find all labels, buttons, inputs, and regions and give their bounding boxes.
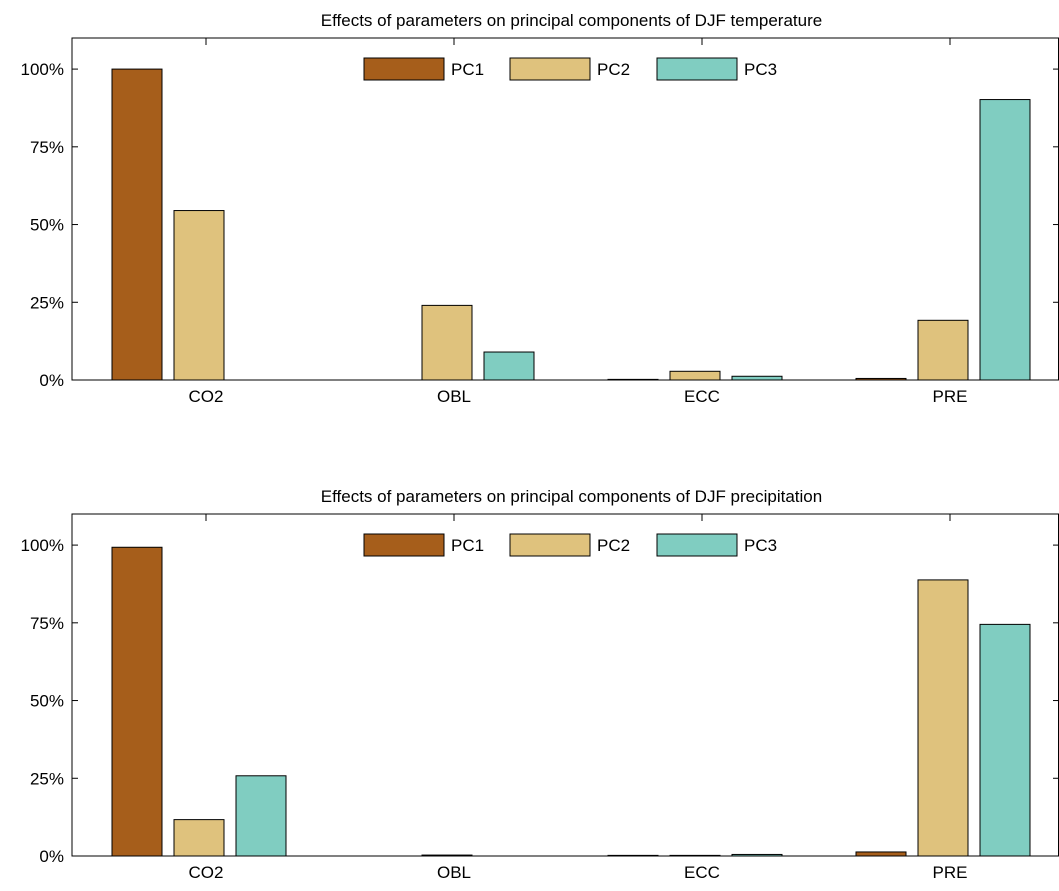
legend-swatch-pc2	[509, 57, 591, 81]
legend-label: PC3	[744, 60, 777, 79]
y-tick-label: 0%	[39, 847, 64, 866]
legend-label: PC2	[597, 536, 630, 555]
x-category-label: ECC	[684, 863, 720, 882]
bar-pc2-obl	[421, 304, 473, 381]
bar-pc1-co2	[111, 68, 163, 381]
chart-panel-2: Effects of parameters on principal compo…	[21, 487, 1059, 882]
y-tick-label: 25%	[30, 769, 64, 788]
legend-swatch-pc3	[656, 57, 738, 81]
bar-pc3-pre	[979, 623, 1031, 857]
plot-frame	[71, 513, 1059, 857]
y-tick-label: 25%	[30, 293, 64, 312]
legend-label: PC1	[451, 60, 484, 79]
x-category-label: PRE	[933, 387, 968, 406]
legend-swatch-pc1	[363, 533, 445, 557]
y-tick-label: 50%	[30, 692, 64, 711]
bar-pc3-pre	[979, 99, 1031, 381]
bar-pc2-pre	[917, 319, 969, 381]
y-tick-label: 100%	[21, 536, 64, 555]
bar-pc1-co2	[111, 546, 163, 857]
legend-label: PC1	[451, 536, 484, 555]
bar-pc3-obl	[483, 351, 535, 381]
y-tick-label: 75%	[30, 614, 64, 633]
chart-panel-1: Effects of parameters on principal compo…	[21, 11, 1059, 406]
x-category-label: ECC	[684, 387, 720, 406]
legend-swatch-pc1	[363, 57, 445, 81]
bar-pc2-pre	[917, 579, 969, 857]
bar-pc2-co2	[173, 210, 225, 381]
x-category-label: OBL	[437, 387, 471, 406]
y-tick-label: 50%	[30, 216, 64, 235]
y-tick-label: 100%	[21, 60, 64, 79]
x-category-label: CO2	[189, 387, 224, 406]
legend-swatch-pc3	[656, 533, 738, 557]
bar-pc3-co2	[235, 775, 287, 857]
chart-title: Effects of parameters on principal compo…	[321, 11, 822, 30]
legend-swatch-pc2	[509, 533, 591, 557]
legend-label: PC3	[744, 536, 777, 555]
bar-pc2-ecc	[669, 370, 721, 381]
x-category-label: CO2	[189, 863, 224, 882]
legend-label: PC2	[597, 60, 630, 79]
bar-pc1-pre	[855, 851, 907, 857]
bar-pc3-ecc	[731, 375, 783, 381]
x-category-label: OBL	[437, 863, 471, 882]
chart-title: Effects of parameters on principal compo…	[321, 487, 822, 506]
x-category-label: PRE	[933, 863, 968, 882]
y-tick-label: 75%	[30, 138, 64, 157]
y-tick-label: 0%	[39, 371, 64, 390]
bar-pc2-co2	[173, 819, 225, 857]
